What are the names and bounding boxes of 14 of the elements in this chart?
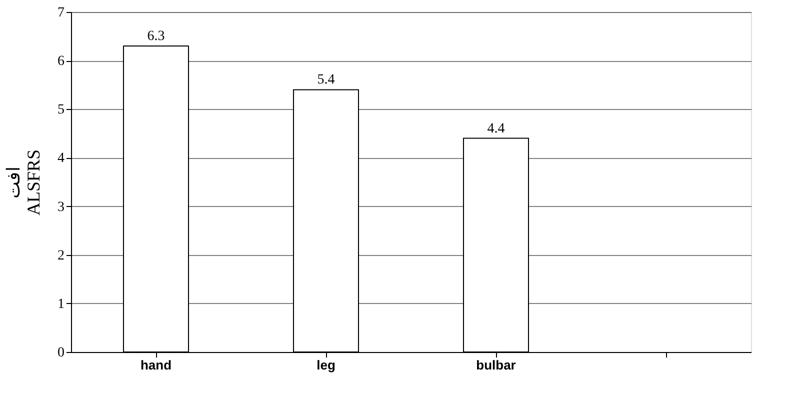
x-tick-label: leg xyxy=(316,358,336,372)
y-tick-label: 1 xyxy=(58,296,64,312)
data-label: 6.3 xyxy=(147,29,165,44)
y-tick-label: 2 xyxy=(58,248,64,264)
y-tick-label: 6 xyxy=(58,54,64,70)
y-tick-label: 4 xyxy=(58,151,64,166)
y-tick-label: 0 xyxy=(58,346,64,360)
x-tick-label: hand xyxy=(140,358,172,372)
x-tick-label: bulbar xyxy=(476,358,516,372)
data-label: 4.4 xyxy=(487,121,505,136)
data-label: 5.4 xyxy=(317,72,335,88)
y-tick-label: 3 xyxy=(58,200,64,215)
y-tick-label: 7 xyxy=(58,6,64,20)
y-tick-label: 5 xyxy=(58,102,64,118)
